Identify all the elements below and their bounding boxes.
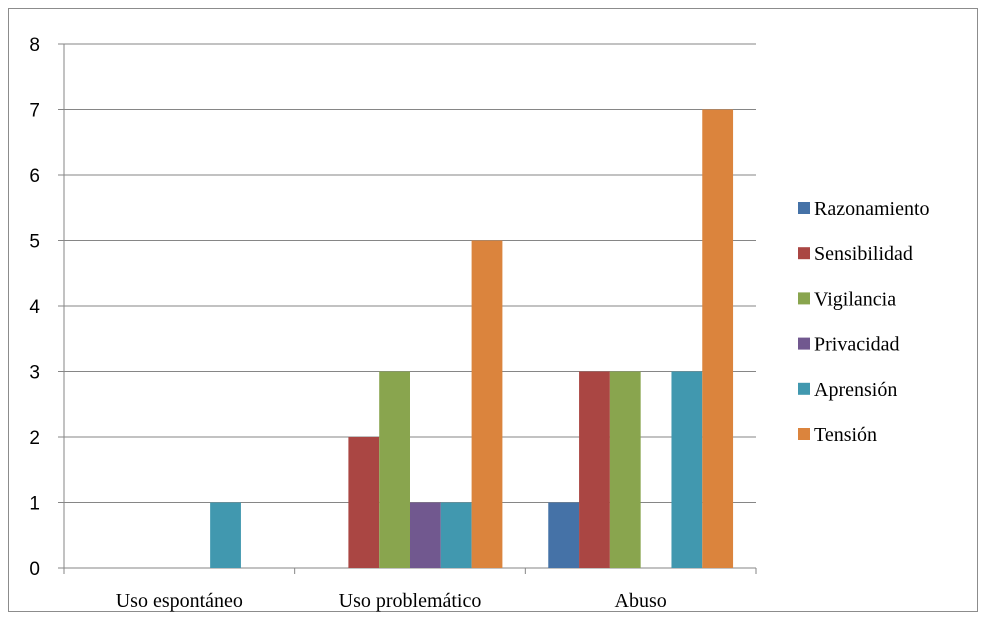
y-tick-label: 5 (29, 232, 40, 253)
y-tick-label: 8 (29, 35, 40, 56)
legend-swatch (798, 202, 810, 214)
y-tick-label: 1 (29, 494, 40, 515)
legend-swatch (798, 247, 810, 260)
bar (579, 371, 610, 568)
x-category-label: Uso problemático (339, 590, 482, 612)
bar (348, 437, 380, 568)
legend-swatch (798, 382, 810, 395)
x-category-label: Abuso (615, 590, 667, 612)
y-tick-label: 7 (29, 101, 40, 122)
legend-label: Tensión (814, 424, 877, 446)
legend-label: Vigilancia (814, 288, 896, 310)
legend-label: Aprensión (814, 379, 897, 401)
bar (609, 371, 641, 568)
legend-label: Razonamiento (814, 198, 930, 220)
legend-label: Sensibilidad (814, 243, 913, 265)
bar (671, 371, 703, 568)
y-tick-label: 2 (29, 428, 40, 449)
y-tick-label: 0 (29, 559, 40, 580)
y-tick-label: 3 (29, 363, 40, 384)
bar (379, 371, 410, 568)
legend-swatch (798, 292, 810, 305)
legend-swatch (798, 337, 810, 350)
y-tick-label: 6 (29, 166, 40, 187)
x-category-label: Uso espontáneo (116, 590, 243, 612)
y-tick-label: 4 (29, 297, 40, 318)
legend-label: Privacidad (814, 334, 900, 356)
bar (548, 502, 580, 568)
bar (410, 502, 441, 568)
legend-swatch (798, 428, 810, 440)
bar (471, 240, 503, 568)
bar (210, 502, 241, 568)
bar (440, 502, 472, 568)
bar (702, 109, 734, 568)
